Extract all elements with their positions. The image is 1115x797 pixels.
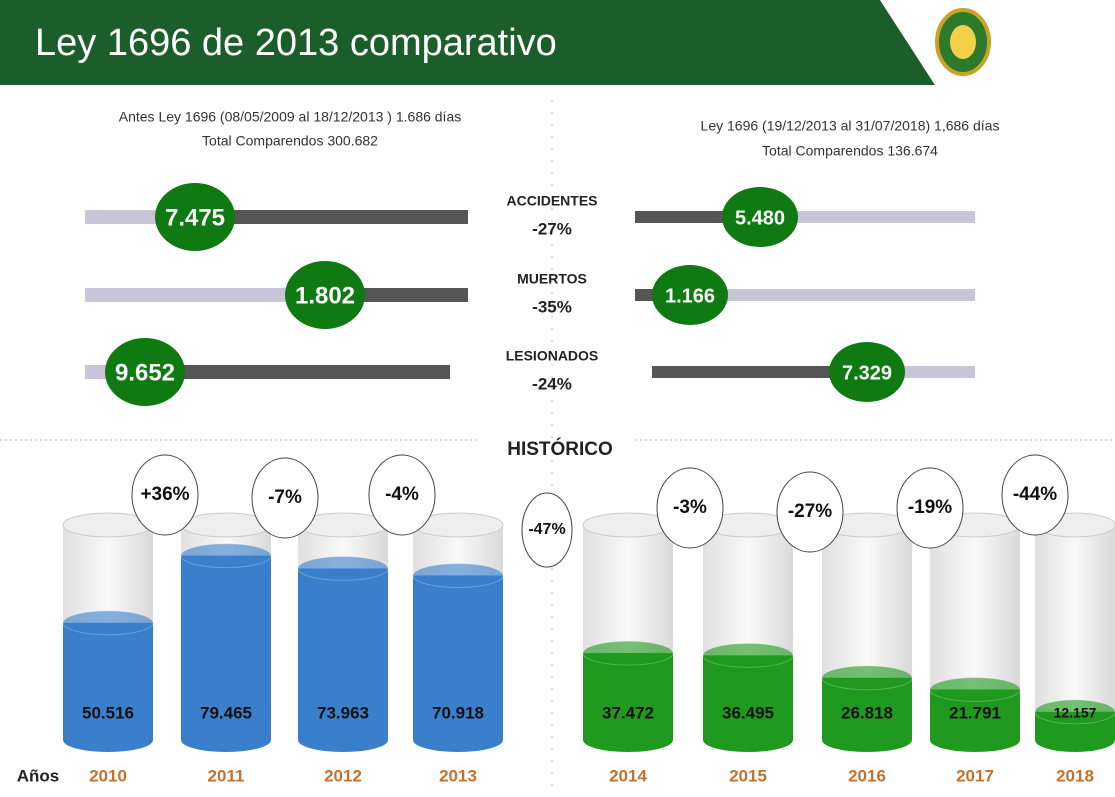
year-label: 2017 xyxy=(956,766,994,785)
value-label: 21.791 xyxy=(949,703,1001,722)
year-label: 2015 xyxy=(729,766,767,785)
bar xyxy=(583,653,673,740)
row-change: -35% xyxy=(532,297,572,316)
bar-top xyxy=(929,676,1021,702)
bar xyxy=(298,568,388,740)
bar xyxy=(181,555,271,740)
change-label: -27% xyxy=(788,501,832,522)
bar-light xyxy=(760,211,975,223)
bar xyxy=(63,622,153,740)
year-label: 2018 xyxy=(1056,766,1094,785)
bar-light xyxy=(85,288,330,302)
bar-light xyxy=(690,289,975,301)
value-label: 50.516 xyxy=(82,703,134,722)
value-label: 36.495 xyxy=(722,703,774,722)
value-label: 73.963 xyxy=(317,703,369,722)
header-bar xyxy=(0,0,935,85)
change-label: -7% xyxy=(268,487,302,508)
change-bubble xyxy=(521,492,573,568)
bar-top xyxy=(1034,699,1115,725)
value-label: 70.918 xyxy=(432,703,484,722)
after-value: 1.166 xyxy=(665,285,715,307)
bar-top xyxy=(702,642,794,668)
years-label: Años xyxy=(17,766,60,785)
before-value: 1.802 xyxy=(295,282,355,309)
change-label: -3% xyxy=(673,497,707,518)
year-label: 2010 xyxy=(89,766,127,785)
bar-top xyxy=(821,665,913,691)
change-bubble xyxy=(1001,454,1069,536)
change-bubble xyxy=(368,454,436,536)
bar xyxy=(413,575,503,740)
bar xyxy=(703,655,793,740)
change-bubble xyxy=(776,471,844,553)
value-label: 26.818 xyxy=(841,703,893,722)
change-label: +36% xyxy=(140,484,189,505)
change-label: -19% xyxy=(908,497,952,518)
change-label: -47% xyxy=(528,521,565,538)
bar-dark xyxy=(652,366,867,378)
value-bubble xyxy=(829,342,905,402)
before-period: Antes Ley 1696 (08/05/2009 al 18/12/2013… xyxy=(119,109,462,125)
value-bubble xyxy=(652,265,728,325)
year-label: 2011 xyxy=(208,766,245,785)
year-label: 2012 xyxy=(324,766,362,785)
change-label: -44% xyxy=(1013,484,1057,505)
row-label: MUERTOS xyxy=(517,271,587,287)
value-label: 37.472 xyxy=(602,703,654,722)
title: Ley 1696 de 2013 comparativo xyxy=(35,22,557,64)
section-title: HISTÓRICO xyxy=(507,438,613,460)
before-value: 9.652 xyxy=(115,359,175,386)
bar-dark xyxy=(200,210,468,224)
value-bubble xyxy=(155,183,235,251)
change-bubble xyxy=(896,467,964,549)
change-bubble xyxy=(656,467,724,549)
change-bubble xyxy=(251,457,319,539)
row-label: ACCIDENTES xyxy=(506,193,597,209)
bar-dark xyxy=(150,365,450,379)
bar-top xyxy=(180,543,272,569)
year-label: 2016 xyxy=(848,766,886,785)
bar-top xyxy=(62,610,154,636)
change-label: -4% xyxy=(385,484,419,505)
value-label: 12.157 xyxy=(1054,705,1097,721)
after-total: Total Comparendos 136.674 xyxy=(762,143,938,159)
row-change: -24% xyxy=(532,374,572,393)
logo-center xyxy=(950,25,976,59)
year-label: 2013 xyxy=(439,766,477,785)
before-value: 7.475 xyxy=(165,204,225,231)
bar-top xyxy=(582,640,674,666)
year-label: 2014 xyxy=(609,766,647,785)
after-period: Ley 1696 (19/12/2013 al 31/07/2018) 1,68… xyxy=(701,118,1000,134)
after-value: 5.480 xyxy=(735,207,785,229)
value-bubble xyxy=(722,187,798,247)
after-value: 7.329 xyxy=(842,362,892,384)
value-bubble xyxy=(105,338,185,406)
row-change: -27% xyxy=(532,219,572,238)
bar-top xyxy=(297,555,389,581)
value-label: 79.465 xyxy=(200,703,252,722)
value-bubble xyxy=(285,261,365,329)
header-right xyxy=(880,0,1115,85)
row-label: LESIONADOS xyxy=(506,348,599,364)
change-bubble xyxy=(131,454,199,536)
before-total: Total Comparendos 300.682 xyxy=(202,133,378,149)
bar-top xyxy=(412,562,504,588)
